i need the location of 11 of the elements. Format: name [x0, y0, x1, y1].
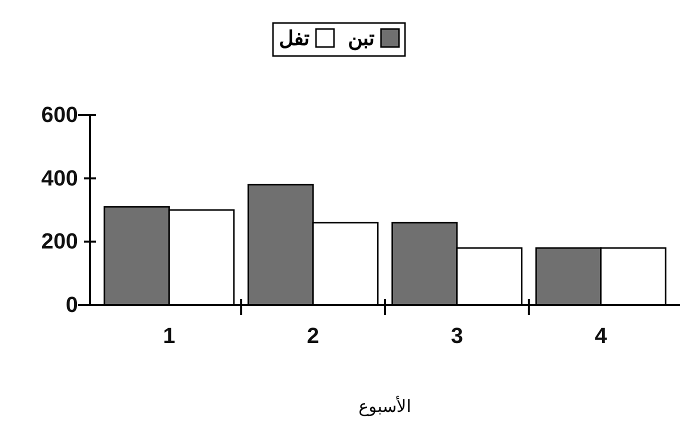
- x-tick-label: 2: [306, 323, 320, 348]
- legend-label: تبن: [348, 28, 375, 51]
- x-tick-label: 4: [594, 323, 608, 348]
- x-axis-title: الأسبوع: [358, 396, 412, 417]
- legend-label: تفل: [279, 28, 310, 50]
- y-tick-label: 600: [41, 102, 78, 128]
- x-tick-label: 3: [450, 323, 464, 348]
- x-tick-label: 1: [163, 323, 176, 348]
- y-tick-label: 0: [66, 292, 78, 318]
- y-tick-label: 400: [41, 165, 78, 190]
- y-tick-label: 200: [41, 228, 78, 254]
